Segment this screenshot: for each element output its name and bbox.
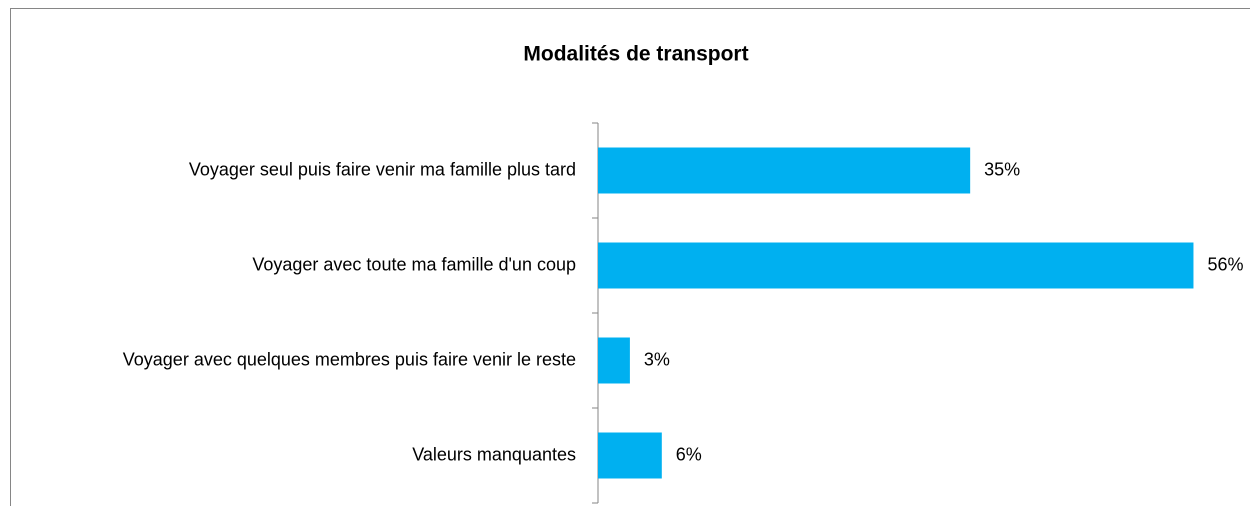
value-label: 35% — [984, 159, 1020, 179]
bar — [598, 147, 971, 194]
value-label: 3% — [644, 349, 670, 369]
category-label: Valeurs manquantes — [412, 444, 576, 464]
bar — [598, 337, 630, 384]
category-label: Voyager avec quelques membres puis faire… — [123, 349, 576, 369]
chart-title: Modalités de transport — [523, 43, 748, 66]
category-label: Voyager avec toute ma famille d'un coup — [252, 254, 576, 274]
value-label: 6% — [676, 444, 702, 464]
bar — [598, 432, 662, 479]
chart-border — [10, 8, 1250, 506]
category-label: Voyager seul puis faire venir ma famille… — [189, 159, 576, 179]
bar — [598, 242, 1194, 289]
value-label: 56% — [1207, 254, 1243, 274]
